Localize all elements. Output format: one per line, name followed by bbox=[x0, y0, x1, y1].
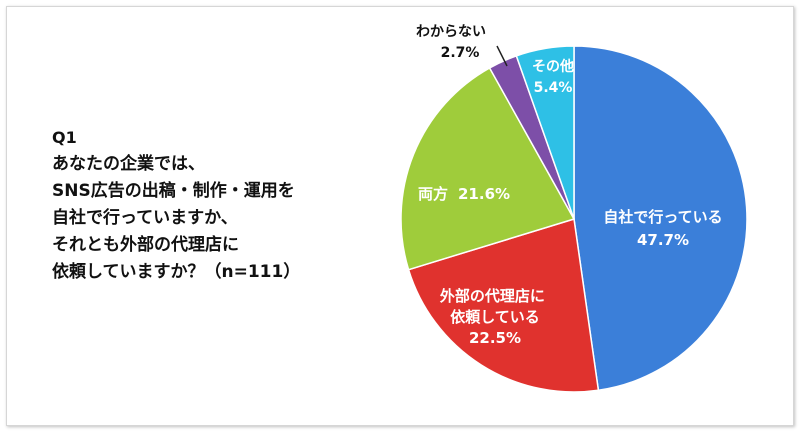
pie-slice-inhouse bbox=[573, 45, 748, 392]
slice-value-agency: 22.5% bbox=[469, 329, 521, 347]
slice-label-agency: 外部の代理店に 依頼している bbox=[439, 287, 550, 326]
question-number: Q1 bbox=[52, 128, 77, 147]
slice-label-unknown: わからない bbox=[416, 24, 486, 40]
question-text: Q1 あなたの企業では、 SNS広告の出稿・制作・運用を 自社で行っていますか、… bbox=[52, 124, 300, 286]
slice-label-agency-line2: 依頼している bbox=[450, 308, 540, 326]
slice-label-agency-line1: 外部の代理店に bbox=[439, 287, 545, 305]
pie-slice-both bbox=[400, 66, 576, 271]
question-line-1: あなたの企業では、 bbox=[52, 154, 205, 174]
slice-value-inhouse: 47.7% bbox=[637, 231, 689, 249]
slice-value-unknown: 2.7% bbox=[441, 45, 480, 61]
slice-label-inhouse: 自社で行っている bbox=[603, 208, 722, 226]
slice-label-other: その他 bbox=[532, 58, 574, 75]
question-line-4: それとも外部の代理店に bbox=[52, 235, 239, 255]
pie-slice-other bbox=[515, 45, 575, 220]
question-line-2: SNS広告の出稿・制作・運用を bbox=[52, 181, 295, 201]
question-line-5: 依頼していますか？（n=111） bbox=[52, 262, 301, 282]
pie-slice-agency bbox=[407, 218, 600, 393]
leader-line bbox=[496, 45, 508, 67]
question-line-3: 自社で行っていますか、 bbox=[52, 208, 238, 228]
slice-value-both: 21.6% bbox=[458, 185, 510, 203]
slice-label-both: 両方 bbox=[418, 185, 448, 203]
slice-value-other: 5.4% bbox=[534, 80, 573, 96]
